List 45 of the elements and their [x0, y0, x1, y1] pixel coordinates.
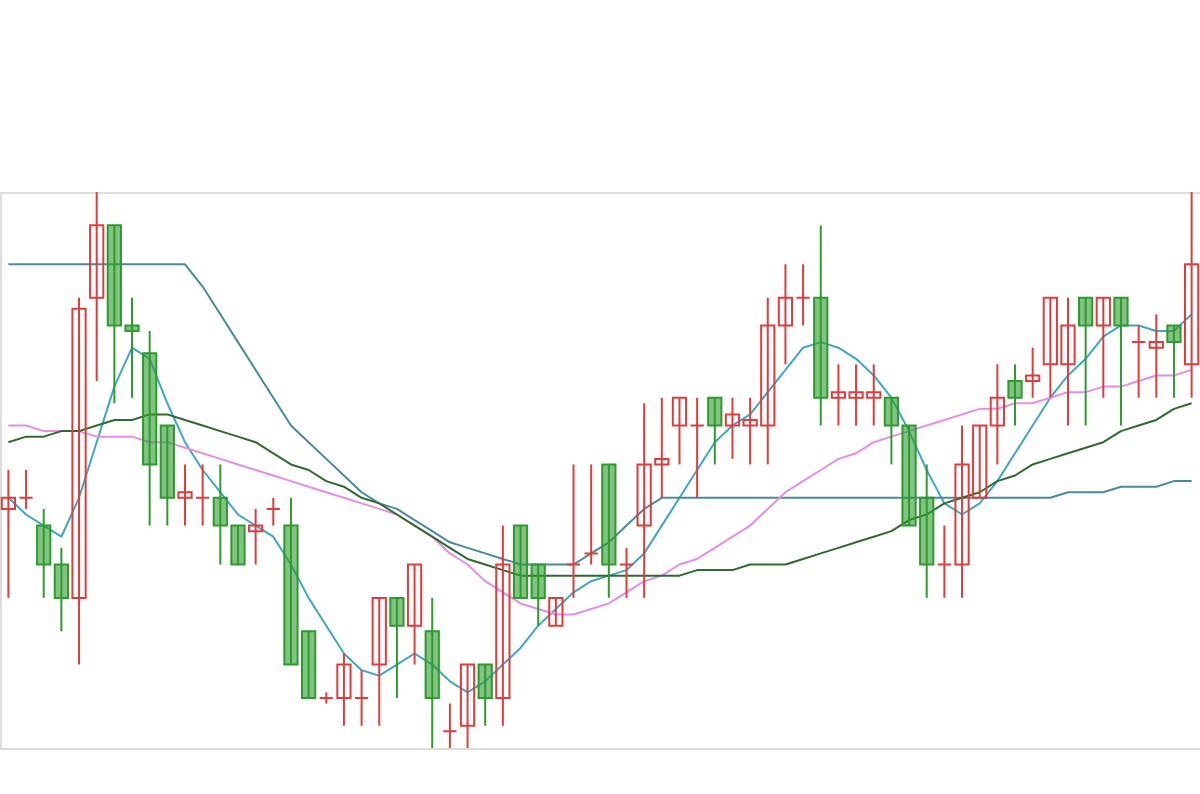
candlestick	[124, 296, 140, 399]
candlestick	[530, 563, 546, 627]
candlestick	[159, 424, 175, 527]
candlestick	[671, 396, 688, 466]
candlestick	[53, 546, 69, 633]
candlestick	[1007, 363, 1023, 427]
candlestick	[1025, 346, 1041, 399]
candlestick	[424, 596, 440, 749]
candlestick	[919, 463, 935, 599]
candlestick	[300, 630, 317, 699]
candlestick	[371, 596, 387, 727]
candlestick	[1166, 324, 1182, 399]
candlestick	[442, 702, 458, 749]
candlestick	[495, 524, 511, 727]
candlestick	[1095, 296, 1111, 399]
candlestick	[1113, 296, 1129, 427]
candlestick	[601, 463, 617, 599]
candlestick	[459, 663, 476, 749]
candlestick	[265, 496, 281, 527]
candlestick	[1183, 191, 1200, 399]
candlestick	[813, 224, 829, 427]
candlestick	[548, 596, 564, 627]
candlestick	[1078, 296, 1094, 427]
candlestick	[477, 663, 493, 727]
candlestick	[583, 463, 599, 566]
candlestick	[707, 396, 723, 466]
candlestick	[230, 524, 246, 566]
candlestick	[212, 463, 228, 566]
candlestick	[36, 507, 52, 599]
candlestick	[1148, 313, 1164, 399]
candlestick	[71, 296, 87, 666]
candlestick	[248, 507, 264, 566]
candlestick	[89, 191, 105, 383]
candlestick	[106, 224, 122, 405]
candlestick	[512, 524, 529, 599]
candlestick	[1131, 324, 1147, 399]
candlestick	[283, 496, 299, 666]
candlestick	[689, 396, 705, 499]
candlestick	[901, 424, 917, 527]
candlestick	[406, 563, 423, 666]
candlestick	[565, 463, 582, 599]
candlestick	[883, 396, 900, 466]
candlestick	[389, 596, 405, 699]
candlestick	[618, 546, 635, 599]
candlestick	[142, 330, 158, 527]
